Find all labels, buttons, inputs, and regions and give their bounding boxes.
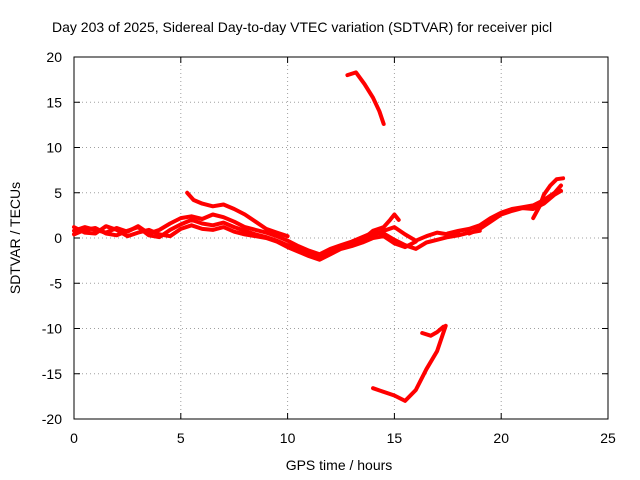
x-tick-label: 10 — [280, 430, 296, 446]
y-tick-label: -15 — [42, 366, 62, 382]
series-group — [72, 70, 566, 403]
series-line-trace-h — [531, 176, 566, 221]
y-tick-label: -20 — [42, 411, 62, 427]
y-tick-label: -10 — [42, 321, 62, 337]
y-tick-label: 20 — [46, 49, 62, 65]
y-tick-label: -5 — [50, 275, 63, 291]
series-line-trace-j — [371, 323, 448, 403]
axis-ticks: 0 5 10 15 20 25 -20 -15 -10 -5 0 5 10 15 20 — [42, 49, 616, 446]
chart-title: Day 203 of 2025, Sidereal Day-to-day VTE… — [52, 19, 552, 35]
x-tick-label: 20 — [493, 430, 509, 446]
x-tick-label: 25 — [600, 430, 616, 446]
series-line-trace-e — [349, 212, 401, 246]
series-line-trace-i — [345, 70, 386, 126]
series-line-trace-c — [72, 223, 418, 262]
series-line-trace-d — [185, 190, 290, 239]
series-line-trace-g — [467, 188, 563, 236]
x-tick-label: 0 — [70, 430, 78, 446]
x-tick-label: 5 — [177, 430, 185, 446]
x-tick-label: 15 — [387, 430, 403, 446]
y-tick-label: 5 — [54, 185, 62, 201]
series-line-trace-k — [420, 324, 446, 338]
y-tick-label: 15 — [46, 94, 62, 110]
x-axis-title: GPS time / hours — [286, 457, 393, 473]
y-tick-label: 10 — [46, 140, 62, 156]
y-tick-label: 0 — [54, 230, 62, 246]
y-axis-title: SDTVAR / TECUs — [7, 182, 23, 294]
